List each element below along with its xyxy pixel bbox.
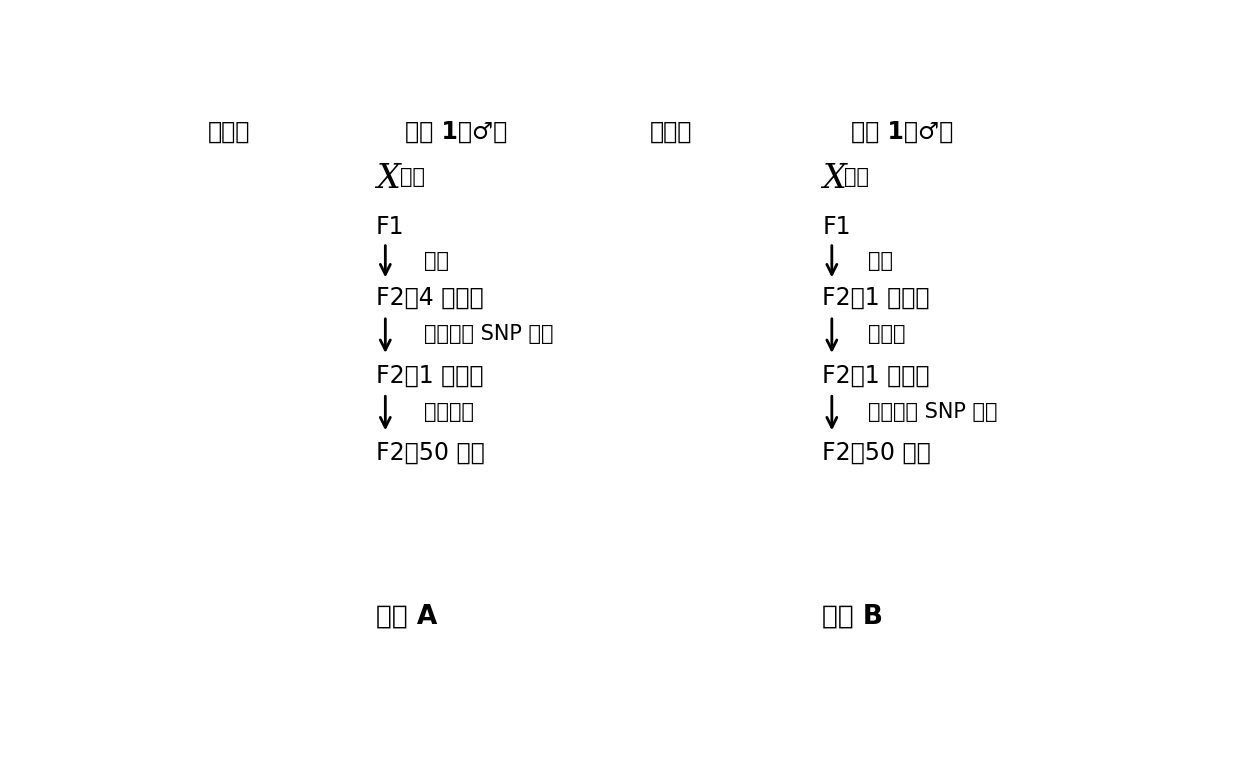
Text: F2（4 千株）: F2（4 千株） xyxy=(375,286,483,310)
Text: 策略 B: 策略 B xyxy=(823,604,883,629)
Text: F2（50 株）: F2（50 株） xyxy=(823,441,930,465)
Text: F1: F1 xyxy=(375,215,404,239)
Text: 品种 1（♂）: 品种 1（♂） xyxy=(851,120,953,144)
Text: F2（50 株）: F2（50 株） xyxy=(375,441,484,465)
Text: F2（1 千株）: F2（1 千株） xyxy=(823,363,929,387)
Text: 黄华占: 黄华占 xyxy=(649,120,691,144)
Text: F2（1 万株）: F2（1 万株） xyxy=(823,286,929,310)
Text: 表型筛: 表型筛 xyxy=(869,325,906,345)
Text: F2（1 千株）: F2（1 千株） xyxy=(375,363,483,387)
Text: F1: F1 xyxy=(823,215,851,239)
Text: 自交: 自交 xyxy=(424,250,449,271)
Text: X: X xyxy=(375,163,399,195)
Text: 策略 A: 策略 A xyxy=(375,604,437,629)
Text: X: X xyxy=(823,163,846,195)
Text: 品种 1（♂）: 品种 1（♂） xyxy=(404,120,507,144)
Text: 表型筛选: 表型筛选 xyxy=(424,402,473,422)
Text: 片段标记 SNP 筛选: 片段标记 SNP 筛选 xyxy=(869,402,997,422)
Text: 片段标记 SNP 筛选: 片段标记 SNP 筛选 xyxy=(424,325,554,345)
Text: 杂交: 杂交 xyxy=(400,167,425,187)
Text: 自交: 自交 xyxy=(869,250,893,271)
Text: 黄华占: 黄华占 xyxy=(208,120,250,144)
Text: 杂交: 杂交 xyxy=(844,167,870,187)
